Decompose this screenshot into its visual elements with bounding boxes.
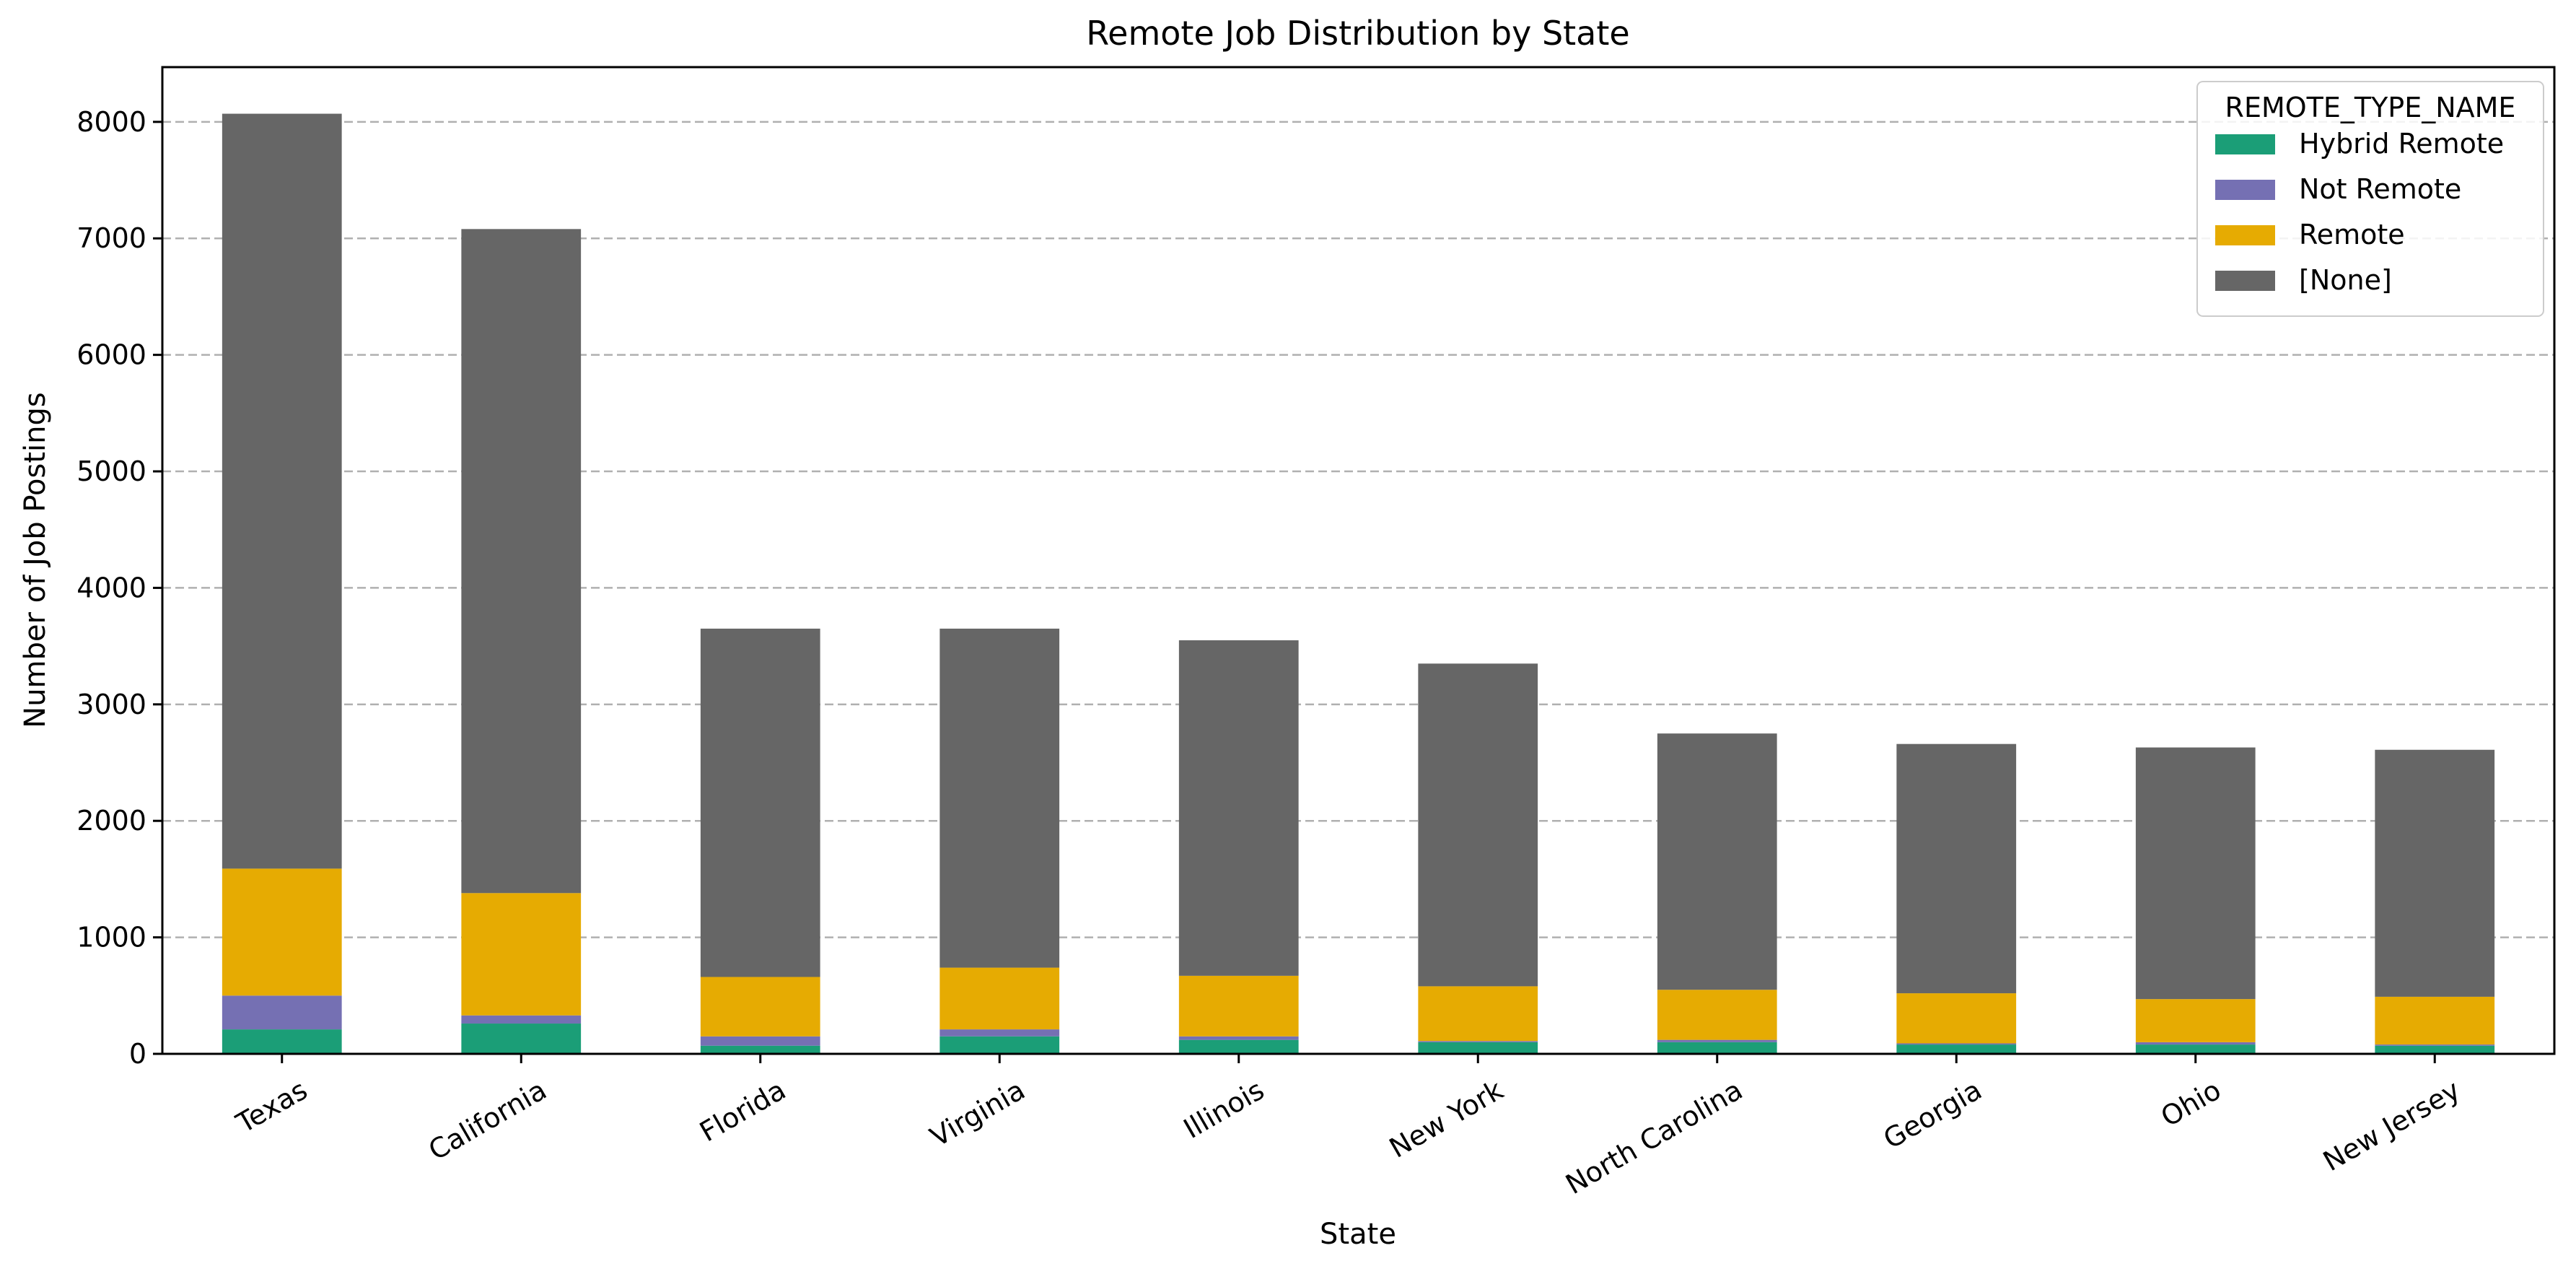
bars — [222, 113, 2495, 1054]
bar-segment — [1178, 1039, 1299, 1054]
bar-segment — [2375, 996, 2495, 1045]
bar-segment — [461, 1024, 582, 1054]
bar-segment — [700, 1036, 820, 1046]
y-axis: 0 1000 2000 3000 4000 5000 6000 7000 8000 — [76, 106, 162, 1070]
legend-swatch — [2215, 134, 2275, 154]
x-tick-label: North Carolina — [1560, 1074, 1748, 1200]
bar-segment — [461, 229, 582, 894]
bar-segment — [2375, 749, 2495, 997]
bar-segment — [1178, 975, 1299, 1037]
bar-segment — [1896, 1043, 2017, 1045]
y-tick-label: 4000 — [76, 572, 146, 603]
x-tick-label: New York — [1384, 1074, 1509, 1164]
bar-segment — [939, 628, 1060, 968]
bar-segment — [1896, 993, 2017, 1044]
x-tick-label: Ohio — [2155, 1074, 2226, 1133]
y-tick-label: 1000 — [76, 922, 146, 954]
x-tick-label: Virginia — [925, 1074, 1030, 1153]
legend-swatch — [2215, 271, 2275, 291]
bar-segment — [222, 1029, 342, 1054]
x-axis-title: State — [1320, 1218, 1396, 1251]
bar-segment — [2375, 1044, 2495, 1046]
legend-label: Remote — [2299, 219, 2405, 250]
legend-label: Not Remote — [2299, 173, 2461, 205]
bar-segment — [1896, 743, 2017, 994]
bar-segment — [2135, 1042, 2256, 1045]
x-tick-label: Texas — [230, 1074, 312, 1140]
legend-label: Hybrid Remote — [2299, 128, 2504, 160]
y-axis-title: Number of Job Postings — [19, 392, 52, 728]
y-tick-label: 8000 — [76, 106, 146, 138]
chart-title: Remote Job Distribution by State — [1086, 14, 1629, 53]
bar-segment — [222, 995, 342, 1030]
bar-segment — [2135, 1044, 2256, 1054]
legend-frame — [2196, 81, 2544, 317]
legend-items: Hybrid Remote Not Remote Remote [None] — [2215, 128, 2504, 296]
bar-segment — [1418, 1042, 1538, 1054]
bar-segment — [2375, 1045, 2495, 1054]
y-tick-label: 7000 — [76, 222, 146, 254]
x-axis: Texas California Florida Virginia Illinois Ne… — [230, 1054, 2466, 1200]
x-tick-label: Georgia — [1878, 1074, 1987, 1156]
bar-segment — [1178, 640, 1299, 976]
bar-segment — [1657, 990, 1777, 1040]
y-tick-label: 5000 — [76, 455, 146, 487]
bar-segment — [700, 1045, 820, 1054]
bar-segment — [222, 868, 342, 996]
x-tick-label: Florida — [694, 1074, 791, 1148]
bar-segment — [1418, 1041, 1538, 1042]
bar-segment — [939, 967, 1060, 1030]
bar-segment — [1418, 986, 1538, 1042]
bar-segment — [2135, 999, 2256, 1042]
bar-segment — [700, 977, 820, 1037]
bar-segment — [939, 1036, 1060, 1054]
bar-segment — [1657, 733, 1777, 990]
plot-frame — [161, 66, 2556, 1055]
bar-segment — [700, 628, 820, 977]
x-tick-label: New Jersey — [2318, 1074, 2466, 1178]
legend: REMOTE_TYPE_NAME Hybrid Remote Not Remote… — [2196, 81, 2544, 317]
x-tick-label: Illinois — [1178, 1074, 1269, 1145]
bar-segment — [461, 1015, 582, 1024]
y-tick-label: 2000 — [76, 805, 146, 837]
legend-label: [None] — [2299, 264, 2392, 296]
bar-segment — [1657, 1039, 1777, 1042]
y-tick-label: 3000 — [76, 689, 146, 720]
bar-segment — [1418, 663, 1538, 987]
y-tick-label: 6000 — [76, 339, 146, 371]
bar-segment — [1657, 1042, 1777, 1054]
bar-segment — [1896, 1044, 2017, 1054]
bar-segment — [222, 113, 342, 869]
legend-swatch — [2215, 225, 2275, 245]
y-tick-label: 0 — [129, 1038, 146, 1070]
bar-segment — [1178, 1036, 1299, 1040]
legend-title: REMOTE_TYPE_NAME — [2225, 92, 2516, 123]
x-tick-label: California — [423, 1074, 551, 1166]
bar-segment — [461, 893, 582, 1016]
legend-swatch — [2215, 180, 2275, 200]
bar-segment — [2135, 747, 2256, 1000]
bar-segment — [939, 1029, 1060, 1037]
